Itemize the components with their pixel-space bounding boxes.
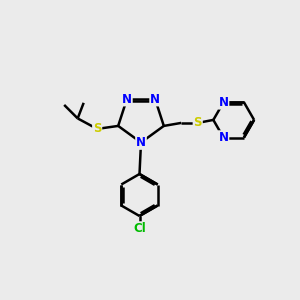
Text: N: N <box>150 93 160 106</box>
Text: N: N <box>218 96 229 109</box>
Text: N: N <box>136 136 146 149</box>
Text: Cl: Cl <box>133 222 146 235</box>
Text: S: S <box>194 116 202 129</box>
Text: N: N <box>122 93 132 106</box>
Text: S: S <box>93 122 101 135</box>
Text: N: N <box>218 131 229 144</box>
